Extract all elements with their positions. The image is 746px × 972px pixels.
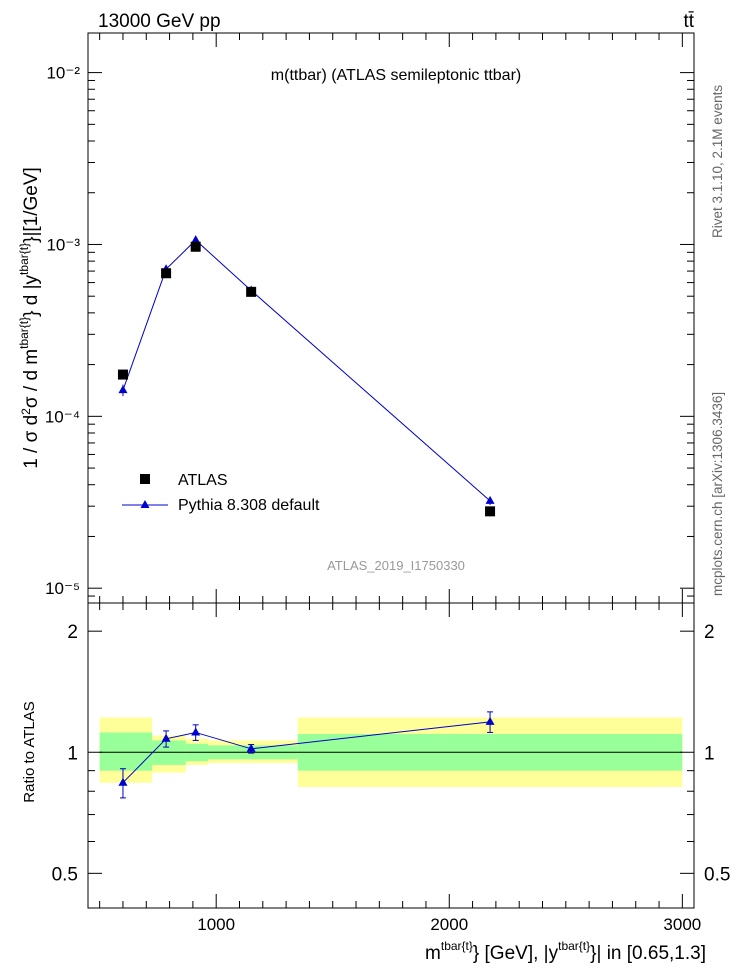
atlas-point: [117, 369, 128, 380]
ratio-ytick-label: 2: [67, 622, 78, 643]
energy-label: 13000 GeV pp: [98, 11, 221, 32]
ratio-pythia-point: [191, 727, 201, 736]
legend-marker-pythia: [140, 500, 150, 508]
main-ytick-label: 10⁻³: [46, 235, 80, 254]
ratio-ytick-label-right: 0.5: [704, 864, 730, 885]
mcplots-label: mcplots.cern.ch [arXiv:1306.3436]: [710, 392, 725, 596]
legend-marker-atlas: [140, 474, 150, 484]
ratio-band-inner: [99, 732, 153, 771]
ratio-ytick-label-right: 1: [704, 743, 715, 764]
atlas-point: [161, 268, 172, 279]
ratio-series: [118, 711, 495, 799]
ratio-ylabel: Ratio to ATLAS: [21, 701, 38, 802]
ratio-ytick-label: 0.5: [52, 864, 78, 885]
ratio-pythia-point: [485, 716, 495, 725]
watermark-label: ATLAS_2019_I1750330: [327, 558, 465, 573]
ratio-pythia-point: [161, 733, 171, 742]
ratio-xtick-label: 3000: [663, 915, 701, 934]
legend-label-pythia: Pythia 8.308 default: [178, 497, 320, 514]
pythia-line: [122, 239, 491, 502]
main-series: [117, 235, 496, 517]
legend-label-atlas: ATLAS: [178, 472, 228, 489]
ratio-xlabel: mtbar{t}} [GeV], |ytbar{t}}| in [0.65,1.…: [425, 939, 706, 964]
ratio-panel: 0.5 0.5 1 1 2 2 1000 2000 3000: [52, 602, 730, 934]
pythia-point: [485, 495, 495, 504]
pythia-point: [191, 235, 201, 244]
main-ylabel: 1 / σ d2σ / d mtbar{t}} d |ytbar{t}}|[1/…: [17, 167, 42, 469]
ratio-ytick-label-right: 2: [704, 622, 715, 643]
legend: ATLAS Pythia 8.308 default: [122, 472, 320, 514]
main-panel: 10⁻⁵ 10⁻⁴ 10⁻³ 10⁻² m(ttbar) (ATLAS semilep…: [45, 32, 695, 604]
atlas-point: [485, 506, 496, 517]
rivet-label: Rivet 3.1.10, 2.1M events: [710, 85, 725, 238]
main-ytick-label: 10⁻²: [46, 64, 80, 83]
ratio-ticks: 0.5 0.5 1 1 2 2 1000 2000 3000: [52, 603, 730, 934]
ratio-pythia-point: [118, 777, 128, 786]
main-ytick-label: 10⁻⁴: [45, 407, 80, 426]
ratio-xtick-label: 2000: [430, 915, 468, 934]
ratio-bands: [99, 717, 683, 787]
process-label: tt̄: [683, 11, 694, 32]
main-title: m(ttbar) (ATLAS semileptonic ttbar): [271, 67, 521, 84]
atlas-point: [190, 241, 201, 252]
main-frame: [87, 32, 695, 604]
main-ytick-label: 10⁻⁵: [45, 579, 80, 598]
atlas-point: [246, 286, 257, 297]
main-ticks: 10⁻⁵ 10⁻⁴ 10⁻³ 10⁻²: [45, 33, 694, 603]
ratio-xtick-label: 1000: [197, 915, 235, 934]
ratio-pythia-point: [246, 743, 256, 752]
ratio-ytick-label: 1: [67, 743, 78, 764]
pythia-point: [118, 385, 128, 394]
ratio-frame: [87, 602, 695, 909]
